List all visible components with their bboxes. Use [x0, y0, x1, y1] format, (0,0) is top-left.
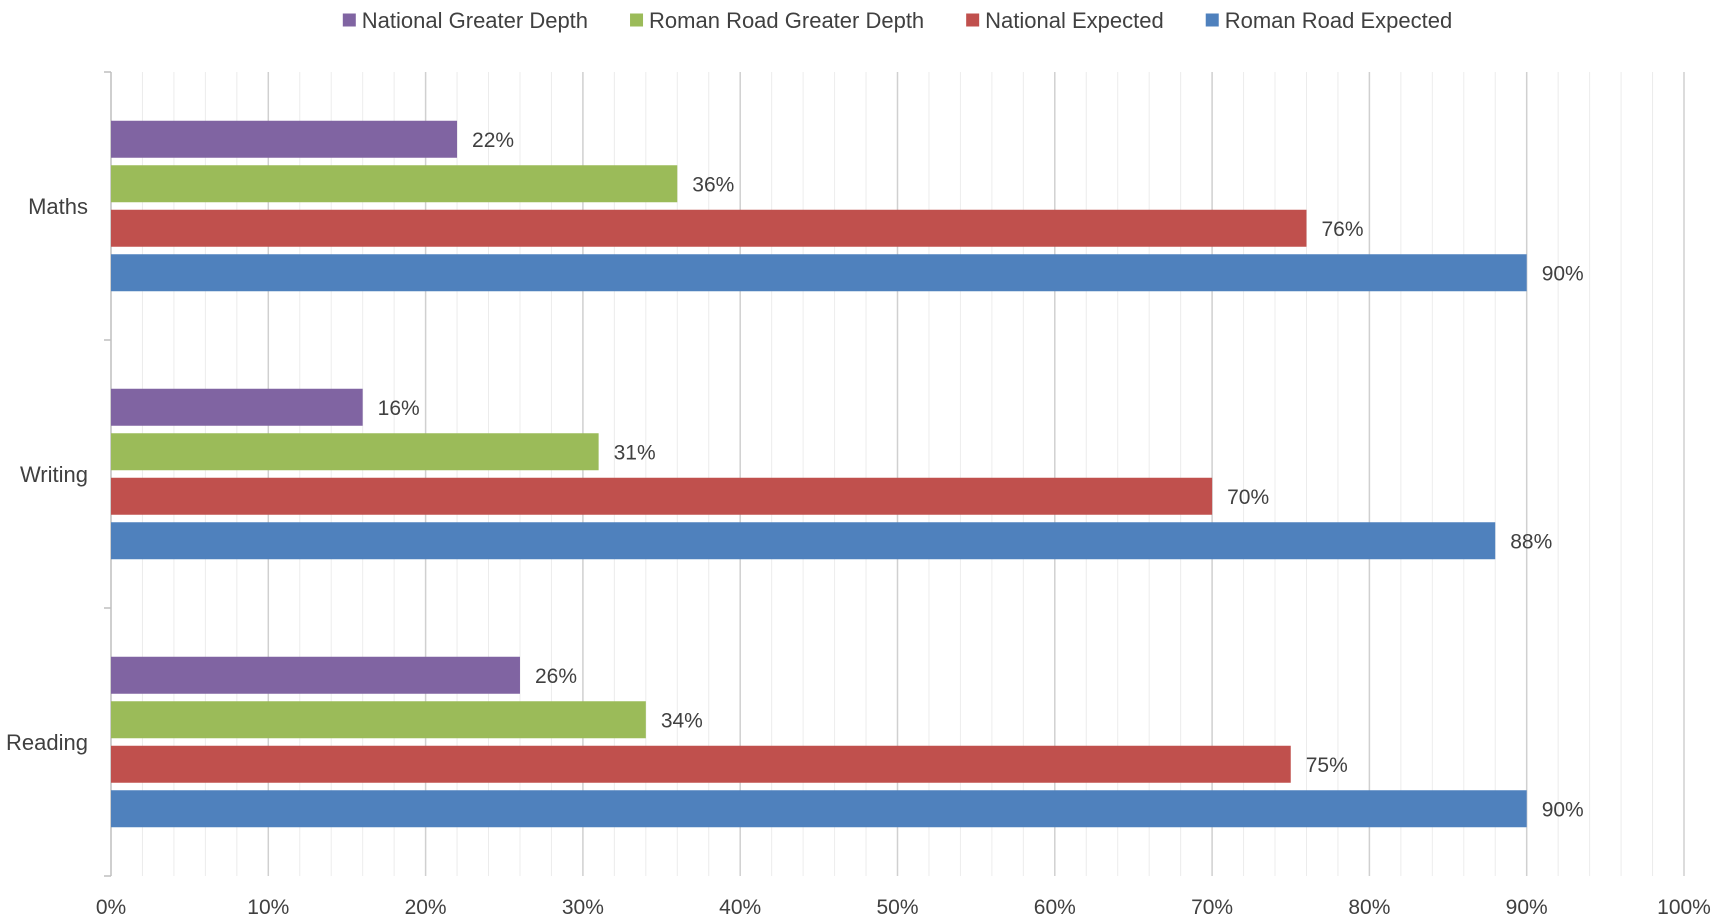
category-label: Reading	[6, 730, 88, 755]
legend-swatch	[342, 13, 356, 27]
data-label: 26%	[535, 665, 577, 688]
x-tick-label: 80%	[1348, 896, 1390, 918]
data-label: 36%	[692, 173, 734, 196]
data-label: 34%	[661, 709, 703, 732]
bar	[111, 477, 1213, 515]
grid-lines	[141, 72, 1685, 876]
legend-label: National Expected	[985, 8, 1164, 33]
x-tick-label: 40%	[719, 896, 761, 918]
legend-swatch	[630, 13, 644, 27]
legend-swatch	[966, 13, 980, 27]
data-label: 90%	[1542, 798, 1584, 821]
bars	[111, 120, 1527, 828]
legend-label: National Greater Depth	[362, 8, 588, 33]
data-label: 70%	[1227, 486, 1269, 509]
legend: National Greater Depth Roman Road Greater…	[342, 8, 1452, 33]
x-tick-label: 100%	[1657, 896, 1711, 918]
bar	[111, 209, 1307, 247]
axes: 0% 10% 20% 30% 40% 50% 60% 70% 80% 90% 100% Maths Wr…	[6, 71, 1711, 918]
data-label: 31%	[614, 441, 656, 464]
legend-item: National Greater Depth	[342, 8, 588, 33]
bar	[111, 388, 363, 426]
bar	[111, 433, 599, 471]
legend-swatch	[1205, 13, 1219, 27]
data-label: 90%	[1542, 262, 1584, 285]
bar	[111, 254, 1527, 292]
data-label: 16%	[378, 397, 420, 420]
bar	[111, 120, 458, 158]
legend-item: National Expected	[966, 8, 1164, 33]
legend-label: Roman Road Greater Depth	[649, 8, 924, 33]
x-tick-label: 90%	[1506, 896, 1548, 918]
bar	[111, 701, 646, 739]
legend-item: Roman Road Expected	[1205, 8, 1452, 33]
legend-item: Roman Road Greater Depth	[630, 8, 924, 33]
bar	[111, 656, 520, 694]
data-label: 75%	[1306, 754, 1348, 777]
x-tick-label: 50%	[876, 896, 918, 918]
bar	[111, 522, 1496, 560]
x-tick-label: 70%	[1191, 896, 1233, 918]
category-label: Writing	[20, 462, 88, 487]
data-label: 22%	[472, 129, 514, 152]
x-tick-label: 60%	[1034, 896, 1076, 918]
category-label: Maths	[28, 194, 88, 219]
x-tick-label: 30%	[562, 896, 604, 918]
bar	[111, 745, 1291, 783]
data-label: 76%	[1321, 218, 1363, 241]
data-label: 88%	[1510, 530, 1552, 553]
bar	[111, 790, 1527, 828]
bar	[111, 165, 678, 203]
x-tick-label: 0%	[96, 896, 126, 918]
x-tick-label: 20%	[405, 896, 447, 918]
legend-label: Roman Road Expected	[1225, 8, 1452, 33]
x-tick-label: 10%	[247, 896, 289, 918]
data-labels: 22% 36% 76% 90% 16% 31% 70% 88% 26% 34% 75% 90%	[378, 129, 1584, 822]
